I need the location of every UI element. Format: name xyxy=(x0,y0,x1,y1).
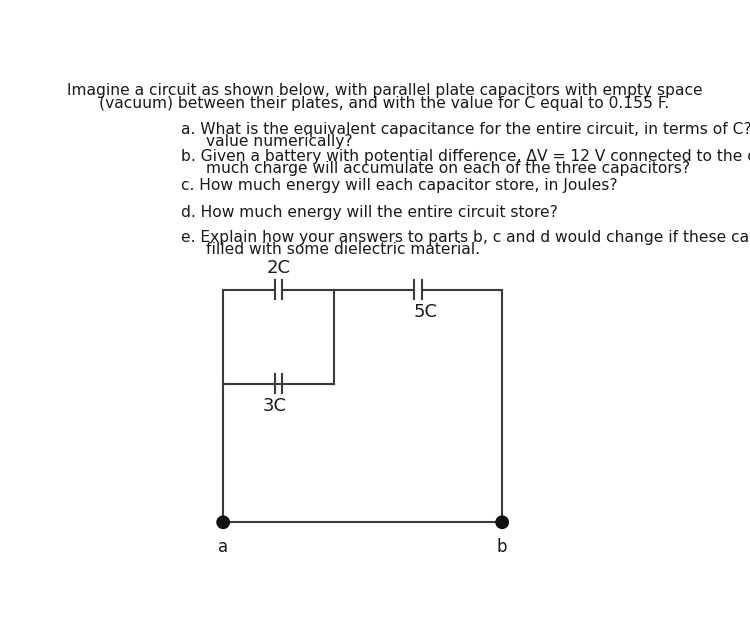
Text: (vacuum) between their plates, and with the value for C equal to 0.155 F.: (vacuum) between their plates, and with … xyxy=(99,96,670,111)
Text: a: a xyxy=(218,538,228,555)
Text: c. How much energy will each capacitor store, in Joules?: c. How much energy will each capacitor s… xyxy=(181,178,617,193)
Text: d. How much energy will the entire circuit store?: d. How much energy will the entire circu… xyxy=(181,205,557,220)
Text: filled with some dielectric material.: filled with some dielectric material. xyxy=(206,242,480,257)
Text: b. Given a battery with potential difference, ΔV = 12 V connected to the circuit: b. Given a battery with potential differ… xyxy=(181,149,750,164)
Text: e. Explain how your answers to parts b, c and d would change if these capacitors: e. Explain how your answers to parts b, … xyxy=(181,230,750,245)
Text: 5C: 5C xyxy=(414,303,438,321)
Text: a. What is the equivalent capacitance for the entire circuit, in terms of C? Wha: a. What is the equivalent capacitance fo… xyxy=(181,122,750,137)
Text: much charge will accumulate on each of the three capacitors?: much charge will accumulate on each of t… xyxy=(206,161,690,176)
Text: Imagine a circuit as shown below, with parallel plate capacitors with empty spac: Imagine a circuit as shown below, with p… xyxy=(67,83,702,98)
Text: 2C: 2C xyxy=(266,259,290,276)
Text: 3C: 3C xyxy=(262,397,286,415)
Circle shape xyxy=(217,516,229,529)
Text: b: b xyxy=(497,538,508,555)
Text: value numerically?: value numerically? xyxy=(206,134,352,149)
Circle shape xyxy=(496,516,508,529)
